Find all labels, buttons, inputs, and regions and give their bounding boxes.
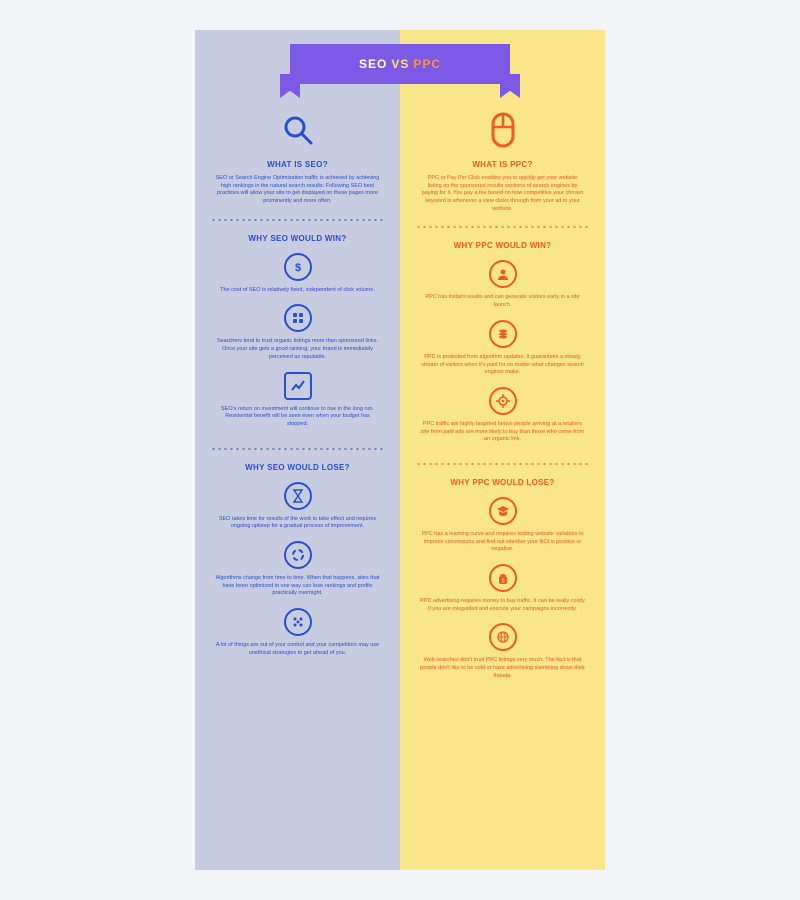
ppc-what-desc: PPC or Pay Per Click enables you to quic…	[414, 175, 591, 213]
seo-win-2: Searchers tend to trust organic listings…	[209, 300, 386, 367]
cycle-icon	[284, 541, 312, 569]
seo-what-desc: SEO or Search Engine Optimization traffi…	[209, 175, 386, 206]
seo-win-1: $ The cost of SEO is relatively fixed, i…	[209, 249, 386, 301]
ppc-win-1-text: PPC has instant results and can generate…	[414, 294, 591, 309]
money-icon: $	[489, 564, 517, 592]
seo-lose-2: Algorithms change from time to time. Whe…	[209, 537, 386, 604]
mouse-icon	[414, 110, 591, 150]
globe-icon	[489, 623, 517, 651]
ppc-win-3: PPC traffic are highly targeted hence pe…	[414, 383, 591, 450]
magnifier-icon	[209, 110, 386, 150]
infographic-frame: SEO VS PPC WHAT IS SEO? SEO or Search En…	[195, 30, 605, 870]
divider	[209, 218, 386, 222]
seo-win-3-text: SEO's return on investment will continue…	[209, 406, 386, 429]
title-seo: SEO	[359, 57, 387, 71]
ppc-win-2: PPC is protected from algorithm updates.…	[414, 316, 591, 383]
ppc-lose-3: Web searches don't trust PPC listings ve…	[414, 619, 591, 686]
stack-icon	[489, 320, 517, 348]
seo-win-3: SEO's return on investment will continue…	[209, 368, 386, 435]
ppc-lose-2-text: PPC advertising requires money to buy tr…	[414, 598, 591, 613]
grid-icon	[284, 608, 312, 636]
user-icon	[489, 260, 517, 288]
ppc-lose-2: $ PPC advertising requires money to buy …	[414, 560, 591, 619]
seo-lose-3: A lot of things are out of your control …	[209, 604, 386, 663]
title-banner: SEO VS PPC	[280, 44, 520, 92]
divider	[414, 462, 591, 466]
seo-lose-1-text: SEO takes time for results of the work t…	[209, 516, 386, 531]
seo-lose-title: WHY SEO WOULD LOSE?	[209, 463, 386, 472]
seo-what-title: WHAT IS SEO?	[209, 160, 386, 169]
seo-win-2-text: Searchers tend to trust organic listings…	[209, 338, 386, 361]
ppc-win-title: WHY PPC WOULD WIN?	[414, 241, 591, 250]
ppc-lose-title: WHY PPC WOULD LOSE?	[414, 478, 591, 487]
seo-win-1-text: The cost of SEO is relatively fixed, ind…	[209, 287, 386, 295]
svg-text:$: $	[294, 262, 300, 274]
ppc-win-2-text: PPC is protected from algorithm updates.…	[414, 354, 591, 377]
title-vs: VS	[391, 57, 409, 71]
banner-main: SEO VS PPC	[290, 44, 510, 84]
divider	[209, 447, 386, 451]
seo-lose-2-text: Algorithms change from time to time. Whe…	[209, 575, 386, 598]
ppc-lose-1: PPC has a learning curve and requires te…	[414, 493, 591, 560]
hourglass-icon	[284, 482, 312, 510]
grad-icon	[489, 497, 517, 525]
seo-column: WHAT IS SEO? SEO or Search Engine Optimi…	[195, 30, 400, 870]
target-icon	[489, 387, 517, 415]
chart-icon	[284, 372, 312, 400]
ppc-column: WHAT IS PPC? PPC or Pay Per Click enable…	[400, 30, 605, 870]
puzzle-icon	[284, 304, 312, 332]
ppc-lose-1-text: PPC has a learning curve and requires te…	[414, 531, 591, 554]
title-ppc: PPC	[413, 57, 441, 71]
ppc-win-1: PPC has instant results and can generate…	[414, 256, 591, 315]
dollar-icon: $	[284, 253, 312, 281]
ppc-win-3-text: PPC traffic are highly targeted hence pe…	[414, 421, 591, 444]
ppc-lose-3-text: Web searches don't trust PPC listings ve…	[414, 657, 591, 680]
ppc-what-title: WHAT IS PPC?	[414, 160, 591, 169]
seo-win-title: WHY SEO WOULD WIN?	[209, 234, 386, 243]
seo-lose-3-text: A lot of things are out of your control …	[209, 642, 386, 657]
seo-lose-1: SEO takes time for results of the work t…	[209, 478, 386, 537]
svg-text:$: $	[501, 579, 504, 585]
divider	[414, 225, 591, 229]
